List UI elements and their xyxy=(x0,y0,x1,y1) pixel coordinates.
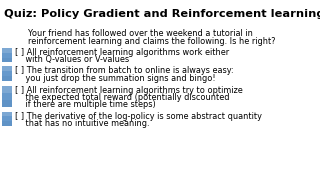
Bar xyxy=(2,121,12,126)
Text: reinforcement learning and claims the following. Is he right?: reinforcement learning and claims the fo… xyxy=(28,37,276,46)
Bar xyxy=(2,58,12,62)
Bar xyxy=(2,71,12,76)
Bar xyxy=(2,66,12,81)
Bar xyxy=(2,76,12,81)
Text: the expected total reward (potentially discounted: the expected total reward (potentially d… xyxy=(15,93,229,102)
Bar xyxy=(2,48,12,62)
Bar xyxy=(2,86,12,107)
Bar xyxy=(2,112,12,126)
Text: that has no intuitive meaning.: that has no intuitive meaning. xyxy=(15,119,149,128)
Bar xyxy=(2,53,12,58)
Bar xyxy=(2,58,12,62)
Text: [ ] All reinforcement learning algorithms work either: [ ] All reinforcement learning algorithm… xyxy=(15,48,229,57)
Text: you just drop the summation signs and bingo!: you just drop the summation signs and bi… xyxy=(15,73,216,82)
Text: [ ] All reinforcement learning algorithms try to optimize: [ ] All reinforcement learning algorithm… xyxy=(15,86,243,94)
Text: with Q-values or V-values: with Q-values or V-values xyxy=(15,55,129,64)
Text: [ ] The transition from batch to online is always easy:: [ ] The transition from batch to online … xyxy=(15,66,234,75)
Bar xyxy=(2,93,12,100)
Bar xyxy=(2,100,12,107)
Text: [ ] The derivative of the log-policy is some abstract quantity: [ ] The derivative of the log-policy is … xyxy=(15,112,262,121)
Bar xyxy=(2,121,12,126)
Text: Quiz: Policy Gradient and Reinforcement learning: Quiz: Policy Gradient and Reinforcement … xyxy=(4,9,320,19)
Bar xyxy=(2,116,12,121)
Text: if there are multiple time steps): if there are multiple time steps) xyxy=(15,100,156,109)
Text: Your friend has followed over the weekend a tutorial in: Your friend has followed over the weeken… xyxy=(28,29,253,38)
Bar xyxy=(2,100,12,107)
Bar xyxy=(2,76,12,81)
